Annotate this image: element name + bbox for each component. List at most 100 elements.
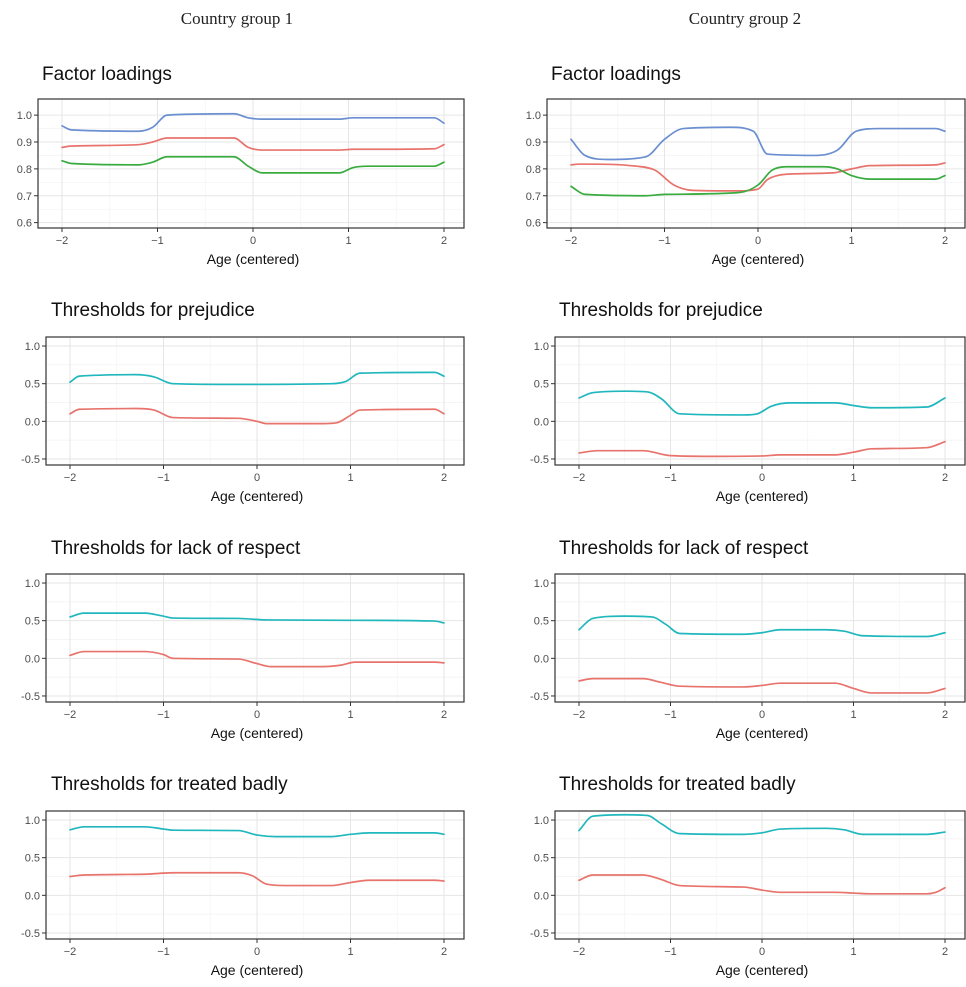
- series-line: [61, 112, 445, 133]
- chart-panel: Factor loadings −2 −1 0 1 2 0.6 0.7 0.8 0.9 1.0 Age…: [526, 64, 966, 267]
- chart-panel: Thresholds for lack of respect −2 −1 0 1 2 -0.…: [21, 538, 465, 741]
- series-line: [61, 155, 445, 174]
- x-tick-label: 1: [347, 946, 353, 958]
- x-tick-label: 1: [345, 235, 351, 247]
- y-tick-label: 1.0: [25, 341, 40, 353]
- y-tick-label: 0.9: [526, 137, 541, 149]
- plot-background: [46, 337, 464, 465]
- y-tick-label: 0.7: [526, 191, 541, 203]
- x-tick-label: −2: [573, 709, 586, 721]
- plot-background: [38, 99, 464, 228]
- y-tick-label: 0.7: [17, 191, 32, 203]
- series-line: [578, 440, 946, 458]
- x-tick-label: 2: [942, 235, 948, 247]
- y-tick-label: 0.5: [534, 853, 549, 865]
- y-tick-label: 0.0: [25, 416, 40, 428]
- x-tick-label: −1: [157, 472, 170, 484]
- x-tick-label: 1: [850, 472, 856, 484]
- panel-title: Thresholds for treated badly: [51, 774, 288, 795]
- y-tick-label: 1.0: [526, 110, 541, 122]
- series-line: [578, 615, 946, 638]
- y-tick-label: 0.6: [17, 218, 32, 230]
- y-tick-label: -0.5: [530, 691, 549, 703]
- x-tick-label: 0: [755, 235, 761, 247]
- column-title-group-1: Country group 1: [181, 9, 293, 28]
- y-tick-label: 0.5: [25, 853, 40, 865]
- panel-border: [45, 573, 465, 703]
- series-line: [570, 126, 946, 161]
- column-title-group-2: Country group 2: [689, 9, 801, 28]
- x-tick-label: 0: [254, 709, 260, 721]
- panel-title: Thresholds for lack of respect: [51, 538, 301, 559]
- y-tick-label: 0.0: [25, 890, 40, 902]
- plot-background: [547, 99, 965, 228]
- x-axis-label: Age (centered): [712, 251, 805, 267]
- x-tick-label: −1: [658, 235, 671, 247]
- y-tick-label: 0.8: [17, 164, 32, 176]
- chart-panel: Thresholds for treated badly −2 −1 0 1 2 -0.5 0…: [21, 774, 465, 978]
- x-tick-label: 1: [850, 946, 856, 958]
- y-tick-label: 0.5: [534, 379, 549, 391]
- y-tick-label: 1.0: [25, 815, 40, 827]
- panel-border: [45, 810, 465, 940]
- y-tick-label: -0.5: [530, 454, 549, 466]
- x-tick-label: −2: [64, 472, 77, 484]
- x-tick-label: 1: [347, 709, 353, 721]
- y-tick-label: 1.0: [534, 578, 549, 590]
- y-tick-label: -0.5: [21, 691, 40, 703]
- series-line: [69, 871, 445, 887]
- panel-border: [554, 810, 966, 940]
- x-tick-label: 2: [942, 709, 948, 721]
- panel-title: Factor loadings: [551, 64, 681, 85]
- x-tick-label: −2: [64, 946, 77, 958]
- chart-panel: Thresholds for prejudice −2 −1 0 1 2 -0.5 0.0 0.…: [21, 300, 465, 504]
- x-tick-label: 2: [942, 946, 948, 958]
- panel-title: Thresholds for treated badly: [559, 774, 796, 795]
- series-line: [69, 825, 445, 838]
- x-tick-label: −1: [157, 709, 170, 721]
- y-tick-label: 0.5: [25, 379, 40, 391]
- panel-border: [45, 336, 465, 466]
- x-axis-label: Age (centered): [716, 725, 809, 741]
- y-tick-label: 1.0: [25, 578, 40, 590]
- x-tick-label: 1: [850, 709, 856, 721]
- y-tick-label: 0.0: [534, 653, 549, 665]
- x-tick-label: −2: [565, 235, 578, 247]
- x-tick-label: 0: [250, 235, 256, 247]
- x-tick-label: −1: [664, 472, 677, 484]
- chart-panel: Thresholds for lack of respect −2 −1 0 1 2 -0.…: [530, 538, 966, 741]
- panel-title: Thresholds for lack of respect: [559, 538, 809, 559]
- x-tick-label: 2: [441, 472, 447, 484]
- y-tick-label: -0.5: [21, 928, 40, 940]
- y-tick-label: 0.8: [526, 164, 541, 176]
- y-tick-label: -0.5: [21, 454, 40, 466]
- panel-border: [554, 336, 966, 466]
- y-tick-label: 0.5: [534, 616, 549, 628]
- series-line: [69, 371, 445, 386]
- series-line: [578, 390, 946, 416]
- x-tick-label: 2: [441, 709, 447, 721]
- plot-background: [555, 337, 965, 465]
- series-line: [61, 137, 445, 151]
- y-tick-label: 0.6: [526, 218, 541, 230]
- x-axis-label: Age (centered): [716, 488, 809, 504]
- series-line: [578, 874, 946, 895]
- x-tick-label: −2: [56, 235, 69, 247]
- x-tick-label: 2: [441, 946, 447, 958]
- x-tick-label: 0: [759, 709, 765, 721]
- x-tick-label: −1: [151, 235, 164, 247]
- plot-background: [46, 574, 464, 702]
- series-line: [578, 677, 946, 694]
- series-line: [69, 407, 445, 425]
- chart-panel: Factor loadings −2 −1 0 1 2 0.6 0.7 0.8 0.9 1.0 Age…: [17, 64, 465, 267]
- series-line: [570, 165, 946, 197]
- panel-title: Factor loadings: [42, 64, 172, 85]
- y-tick-label: 1.0: [534, 815, 549, 827]
- panel-title: Thresholds for prejudice: [559, 300, 763, 321]
- x-axis-label: Age (centered): [716, 962, 809, 978]
- y-tick-label: 0.0: [25, 653, 40, 665]
- y-tick-label: 0.5: [25, 616, 40, 628]
- series-line: [69, 612, 445, 624]
- x-tick-label: −2: [64, 709, 77, 721]
- chart-panel: Thresholds for prejudice −2 −1 0 1 2 -0.5 0.0 0.…: [530, 300, 966, 504]
